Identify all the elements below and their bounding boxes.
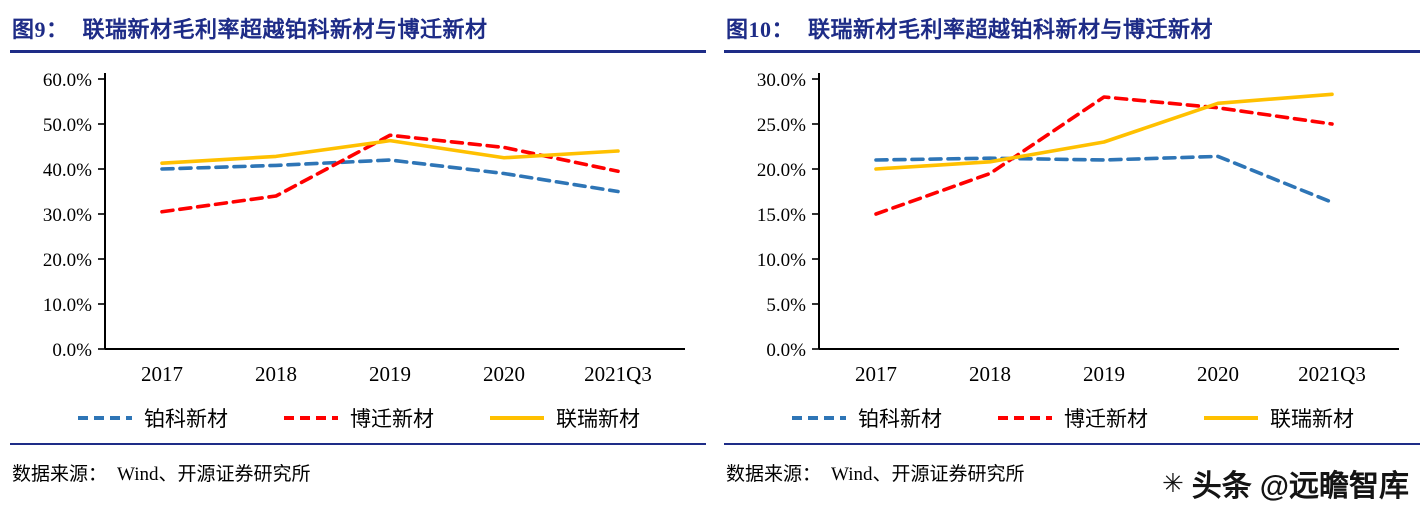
legend-label: 联瑞新材 <box>556 407 640 431</box>
data-source-label: 数据来源： <box>12 464 108 485</box>
x-tick-label: 2020 <box>1197 362 1239 386</box>
legend-label: 博迁新材 <box>350 407 434 431</box>
legend-line-sample <box>1204 416 1258 420</box>
chart-legend: 铂科新材 博迁新材 联瑞新材 <box>724 401 1420 435</box>
watermark-site: 头条 <box>1191 470 1252 503</box>
x-tick-label: 2017 <box>141 362 183 386</box>
y-tick-label: 10.0% <box>43 295 92 316</box>
y-tick-label: 20.0% <box>43 250 92 271</box>
chart-panel-figure9: 图9： 联瑞新材毛利率超越铂科新材与博迁新材 0.0% 10.0% 20.0% 30.0… <box>10 8 706 486</box>
y-tick-label: 20.0% <box>757 160 806 181</box>
y-tick-label: 5.0% <box>766 295 806 316</box>
x-tick-label: 2021Q3 <box>1298 362 1366 386</box>
series-line-0 <box>874 154 1334 205</box>
y-tick-label: 40.0% <box>43 160 92 181</box>
legend-label: 联瑞新材 <box>1270 407 1354 431</box>
y-tick-label: 0.0% <box>52 340 92 361</box>
legend-line-sample <box>78 416 132 420</box>
title-divider <box>10 50 706 53</box>
series-line-2 <box>874 92 1334 171</box>
legend-divider <box>724 443 1420 445</box>
legend-line-sample <box>998 416 1052 420</box>
legend-line-sample <box>490 416 544 420</box>
x-tick-label: 2021Q3 <box>584 362 652 386</box>
y-tick-label: 10.0% <box>757 250 806 271</box>
chart-panel-figure10: 图10： 联瑞新材毛利率超越铂科新材与博迁新材 0.0% 5.0% 10.0% 15.0… <box>724 8 1420 486</box>
y-tick-label: 0.0% <box>766 340 806 361</box>
legend-label: 铂科新材 <box>858 407 942 431</box>
y-tick-label: 60.0% <box>43 70 92 91</box>
x-tick-label: 2017 <box>855 362 897 386</box>
report-figures-row: 图9： 联瑞新材毛利率超越铂科新材与博迁新材 0.0% 10.0% 20.0% 30.0… <box>10 8 1420 486</box>
figure-number-label: 图10： <box>726 17 795 42</box>
figure-title-text: 联瑞新材毛利率超越铂科新材与博迁新材 <box>808 17 1214 42</box>
figure-title-text: 联瑞新材毛利率超越铂科新材与博迁新材 <box>82 17 488 42</box>
chart-legend: 铂科新材 博迁新材 联瑞新材 <box>10 401 706 435</box>
legend-item: 联瑞新材 <box>1202 403 1354 433</box>
data-source-label: 数据来源： <box>726 464 822 485</box>
data-source-value: Wind、开源证券研究所 <box>117 464 311 485</box>
x-tick-label: 2018 <box>969 362 1011 386</box>
line-chart-figure9: 0.0% 10.0% 20.0% 30.0% 40.0% 50.0% 60.0% 2017 20… <box>43 70 685 386</box>
y-tick-label: 30.0% <box>43 205 92 226</box>
legend-label: 铂科新材 <box>144 407 228 431</box>
title-divider <box>724 50 1420 53</box>
figure-number-label: 图9： <box>12 17 69 42</box>
x-tick-label: 2019 <box>369 362 411 386</box>
watermark-handle: @远瞻智库 <box>1259 470 1409 503</box>
series-line-2 <box>160 138 620 165</box>
data-source-note: 数据来源： Wind、开源证券研究所 <box>10 459 706 486</box>
x-tick-label: 2018 <box>255 362 297 386</box>
legend-item: 铂科新材 <box>790 403 942 433</box>
series-line-1 <box>874 95 1334 216</box>
chart-title: 图9： 联瑞新材毛利率超越铂科新材与博迁新材 <box>10 8 706 50</box>
y-tick-label: 15.0% <box>757 205 806 226</box>
legend-item: 铂科新材 <box>76 403 228 433</box>
chart-title: 图10： 联瑞新材毛利率超越铂科新材与博迁新材 <box>724 8 1420 50</box>
legend-item: 博迁新材 <box>282 403 434 433</box>
legend-item: 联瑞新材 <box>488 403 640 433</box>
line-chart-figure10: 0.0% 5.0% 10.0% 15.0% 20.0% 25.0% 30.0% 2017 201… <box>757 70 1399 386</box>
x-tick-label: 2020 <box>483 362 525 386</box>
series-line-0 <box>160 158 620 194</box>
toutiao-logo-icon: ✳ <box>1161 467 1184 498</box>
watermark: ✳ 头条 @远瞻智库 <box>1162 461 1409 505</box>
legend-divider <box>10 443 706 445</box>
x-tick-label: 2019 <box>1083 362 1125 386</box>
data-source-note: 数据来源： Wind、开源证券研究所 <box>724 459 1420 486</box>
y-tick-label: 50.0% <box>43 115 92 136</box>
legend-line-sample <box>284 416 338 420</box>
data-source-value: Wind、开源证券研究所 <box>831 464 1025 485</box>
y-tick-label: 30.0% <box>757 70 806 91</box>
y-tick-label: 25.0% <box>757 115 806 136</box>
legend-line-sample <box>792 416 846 420</box>
series-line-1 <box>160 133 620 214</box>
legend-item: 博迁新材 <box>996 403 1148 433</box>
legend-label: 博迁新材 <box>1064 407 1148 431</box>
